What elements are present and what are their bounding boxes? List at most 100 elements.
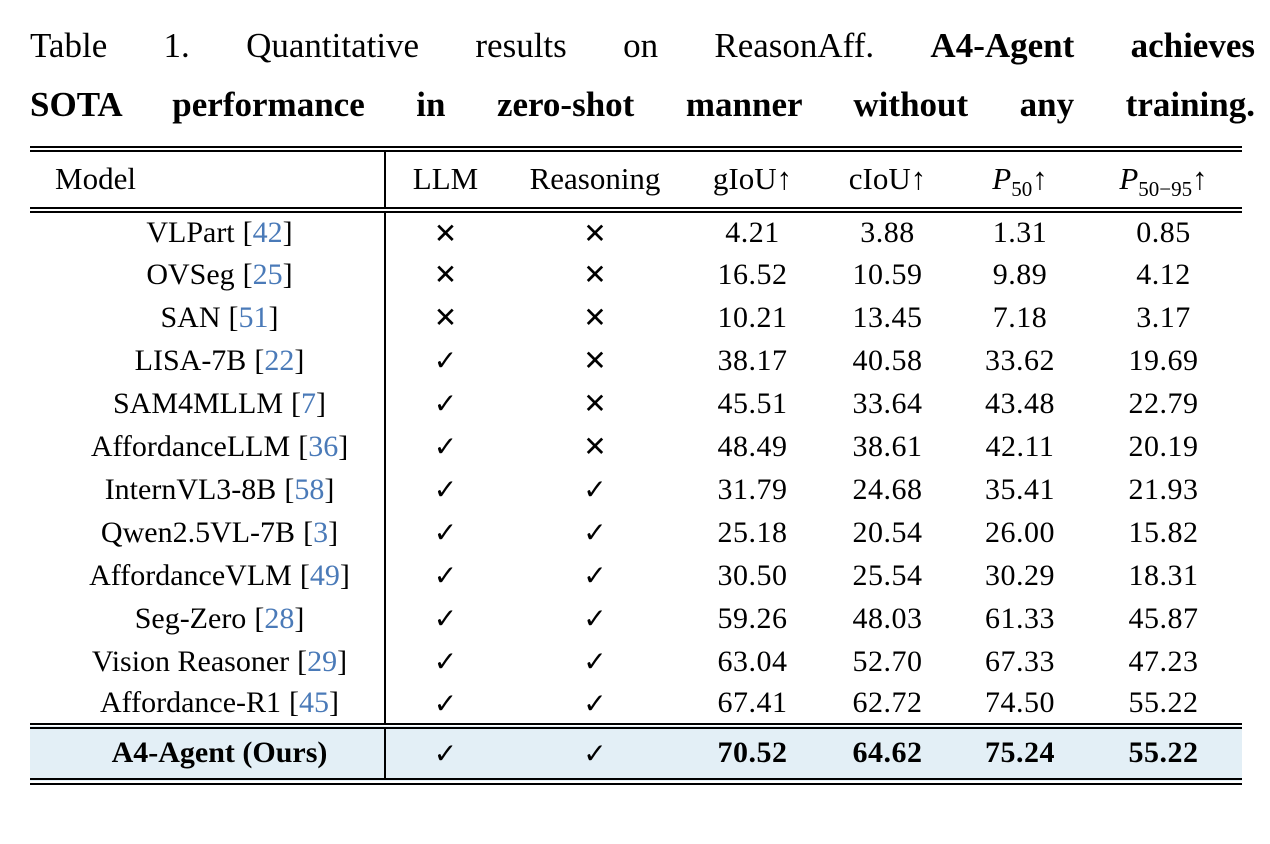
ciou-value: 64.62 — [852, 736, 923, 770]
table-row: SAN [51] ✕ ✕ 10.21 13.45 7.18 3.17 — [30, 296, 1242, 339]
giou-value: 10.21 — [717, 300, 788, 334]
citation-link[interactable]: [29] — [297, 645, 347, 678]
caption-bold-text-1: A4-Agent achieves — [930, 26, 1255, 65]
citation-link[interactable]: [28] — [254, 602, 304, 635]
table-header: Model LLM Reasoning gIoU↑ cIoU↑ P50↑ P50… — [30, 149, 1242, 210]
model-cell: AffordanceVLM [49] — [30, 554, 385, 597]
p50-95-value: 22.79 — [1128, 386, 1199, 420]
model-name: AffordanceLLM — [90, 429, 291, 463]
table-row: Seg-Zero [28] ✓ ✓ 59.26 48.03 61.33 45.87 — [30, 597, 1242, 640]
up-arrow-icon: ↑ — [776, 161, 793, 196]
p50-95-value: 4.12 — [1136, 257, 1191, 291]
llm-mark: ✕ — [384, 210, 505, 253]
citation-link[interactable]: [58] — [284, 473, 334, 506]
llm-mark: ✓ — [384, 554, 505, 597]
citation-link[interactable]: [3] — [303, 516, 338, 549]
p50-95-value: 18.31 — [1128, 558, 1199, 592]
model-name: Qwen2.5VL-7B — [100, 515, 296, 549]
llm-mark: ✓ — [384, 597, 505, 640]
model-name: Vision Reasoner — [91, 644, 290, 678]
citation-bracket: ] — [294, 601, 305, 635]
citation-bracket: [ — [242, 257, 253, 291]
citation-number[interactable]: 51 — [238, 300, 269, 334]
model-name: VLPart — [146, 216, 235, 249]
model-name: LISA-7B — [134, 343, 247, 377]
citation-bracket: ] — [282, 216, 293, 249]
giou-value: 30.50 — [717, 558, 788, 592]
model-cell: LISA-7B [22] — [30, 339, 385, 382]
table-row: Vision Reasoner [29] ✓ ✓ 63.04 52.70 67.3… — [30, 640, 1242, 683]
llm-mark: ✕ — [384, 253, 505, 296]
citation-number[interactable]: 22 — [264, 343, 295, 377]
giou-value: 38.17 — [717, 343, 788, 377]
reasoning-mark: ✕ — [583, 387, 607, 420]
citation-bracket: ] — [268, 300, 279, 334]
citation-link[interactable]: [49] — [300, 559, 350, 592]
citation-number[interactable]: 25 — [252, 257, 283, 291]
citation-number[interactable]: 3 — [313, 515, 329, 549]
table-row: VLPart [42] ✕ ✕ 4.21 3.88 1.31 0.85 — [30, 210, 1242, 253]
citation-number[interactable]: 36 — [308, 429, 339, 463]
table-row-ours: A4-Agent (Ours) ✓ ✓ 70.52 64.62 75.24 55… — [30, 726, 1242, 781]
llm-mark: ✓ — [384, 640, 505, 683]
citation-number[interactable]: 29 — [307, 644, 338, 678]
reasoning-mark: ✓ — [583, 516, 607, 549]
citation-link[interactable]: [42] — [243, 216, 293, 249]
citation-link[interactable]: [7] — [291, 387, 326, 420]
ciou-value: 40.58 — [852, 343, 923, 377]
p50-value: 26.00 — [985, 515, 1055, 549]
ciou-value: 24.68 — [852, 472, 923, 506]
p50-95-value: 20.19 — [1128, 429, 1199, 463]
giou-value: 59.26 — [717, 601, 788, 635]
col-header-ciou: cIoU↑ — [848, 161, 927, 196]
citation-number[interactable]: 42 — [252, 216, 283, 249]
citation-link[interactable]: [51] — [229, 301, 279, 334]
citation-link[interactable]: [25] — [243, 258, 293, 291]
model-cell: Vision Reasoner [29] — [30, 640, 385, 683]
citation-number[interactable]: 58 — [294, 472, 325, 506]
reasoning-mark: ✓ — [583, 473, 607, 506]
p50-value: 74.50 — [985, 686, 1055, 719]
citation-number[interactable]: 45 — [299, 686, 330, 719]
model-name: SAM4MLLM — [112, 386, 284, 420]
up-arrow-icon: ↑ — [1192, 161, 1208, 196]
reasoning-check-mark: ✓ — [583, 736, 607, 770]
reasoning-mark: ✕ — [583, 258, 607, 291]
model-cell: SAM4MLLM [7] — [30, 382, 385, 425]
col-header-giou: gIoU↑ — [712, 161, 793, 196]
giou-value: 67.41 — [717, 686, 788, 719]
citation-link[interactable]: [36] — [298, 430, 348, 463]
citation-bracket: [ — [289, 686, 300, 719]
reasoning-mark: ✓ — [583, 559, 607, 592]
model-name: AffordanceVLM — [89, 558, 292, 592]
model-name-ours: A4-Agent (Ours) — [111, 736, 328, 770]
giou-value: 16.52 — [717, 257, 788, 291]
ciou-value: 33.64 — [852, 386, 923, 420]
header-row: Model LLM Reasoning gIoU↑ cIoU↑ P50↑ P50… — [30, 149, 1242, 210]
citation-bracket: [ — [254, 343, 265, 377]
giou-value: 25.18 — [717, 515, 788, 549]
giou-value: 48.49 — [717, 429, 788, 463]
model-cell: SAN [51] — [30, 296, 385, 339]
reasoning-mark: ✓ — [583, 645, 607, 678]
model-cell: Seg-Zero [28] — [30, 597, 385, 640]
citation-number[interactable]: 28 — [264, 601, 295, 635]
citation-number[interactable]: 49 — [309, 558, 340, 592]
citation-link[interactable]: [45] — [289, 686, 339, 719]
llm-mark: ✓ — [384, 468, 505, 511]
col-header-llm: LLM — [384, 149, 505, 210]
model-cell: InternVL3-8B [58] — [30, 468, 385, 511]
table-row: AffordanceVLM [49] ✓ ✓ 30.50 25.54 30.29 … — [30, 554, 1242, 597]
up-arrow-icon: ↑ — [1032, 161, 1048, 196]
citation-number[interactable]: 7 — [301, 386, 317, 420]
citation-link[interactable]: [22] — [254, 344, 304, 377]
llm-mark: ✓ — [384, 683, 505, 726]
table-body: VLPart [42] ✕ ✕ 4.21 3.88 1.31 0.85 OVSeg… — [30, 210, 1242, 726]
table-row: OVSeg [25] ✕ ✕ 16.52 10.59 9.89 4.12 — [30, 253, 1242, 296]
citation-bracket: ] — [282, 257, 293, 291]
model-name: Seg-Zero — [134, 601, 247, 635]
model-cell: OVSeg [25] — [30, 253, 385, 296]
col-header-p50-95: P50−95↑ — [1119, 161, 1208, 202]
citation-bracket: [ — [228, 300, 239, 334]
p50-95-value: 0.85 — [1136, 216, 1191, 249]
